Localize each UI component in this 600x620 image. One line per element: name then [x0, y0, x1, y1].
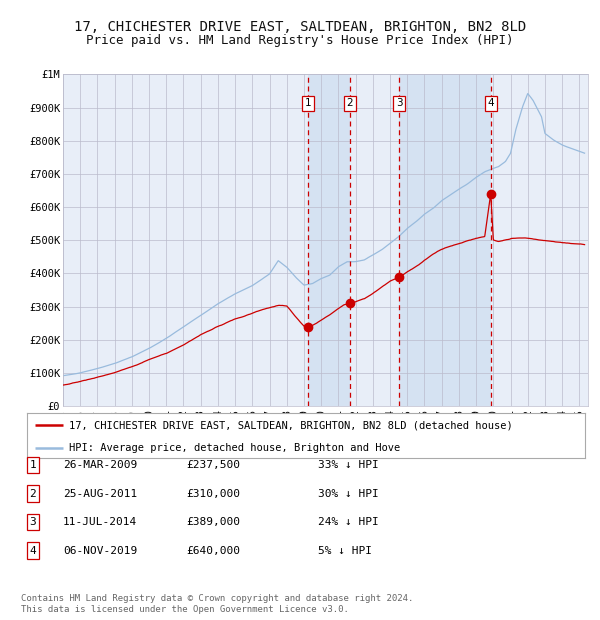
Text: 2: 2 [346, 98, 353, 108]
Text: 2: 2 [29, 489, 37, 498]
Text: 06-NOV-2019: 06-NOV-2019 [63, 546, 137, 556]
Bar [308, 74, 350, 406]
Text: 4: 4 [29, 546, 37, 556]
Text: HPI: Average price, detached house, Brighton and Hove: HPI: Average price, detached house, Brig… [69, 443, 400, 453]
Bar [399, 74, 491, 406]
Text: £237,500: £237,500 [186, 460, 240, 470]
Text: 11-JUL-2014: 11-JUL-2014 [63, 517, 137, 527]
Text: 17, CHICHESTER DRIVE EAST, SALTDEAN, BRIGHTON, BN2 8LD (detached house): 17, CHICHESTER DRIVE EAST, SALTDEAN, BRI… [69, 420, 512, 430]
Text: Price paid vs. HM Land Registry's House Price Index (HPI): Price paid vs. HM Land Registry's House … [86, 34, 514, 47]
Text: £389,000: £389,000 [186, 517, 240, 527]
Text: 3: 3 [29, 517, 37, 527]
Text: 1: 1 [29, 460, 37, 470]
Text: 30% ↓ HPI: 30% ↓ HPI [318, 489, 379, 498]
Text: 33% ↓ HPI: 33% ↓ HPI [318, 460, 379, 470]
Text: 25-AUG-2011: 25-AUG-2011 [63, 489, 137, 498]
Text: 26-MAR-2009: 26-MAR-2009 [63, 460, 137, 470]
Text: 1: 1 [305, 98, 311, 108]
Text: 24% ↓ HPI: 24% ↓ HPI [318, 517, 379, 527]
Text: 4: 4 [487, 98, 494, 108]
Text: 5% ↓ HPI: 5% ↓ HPI [318, 546, 372, 556]
Text: £640,000: £640,000 [186, 546, 240, 556]
Text: £310,000: £310,000 [186, 489, 240, 498]
Text: 17, CHICHESTER DRIVE EAST, SALTDEAN, BRIGHTON, BN2 8LD: 17, CHICHESTER DRIVE EAST, SALTDEAN, BRI… [74, 20, 526, 34]
Text: Contains HM Land Registry data © Crown copyright and database right 2024.
This d: Contains HM Land Registry data © Crown c… [21, 595, 413, 614]
Text: 3: 3 [396, 98, 403, 108]
